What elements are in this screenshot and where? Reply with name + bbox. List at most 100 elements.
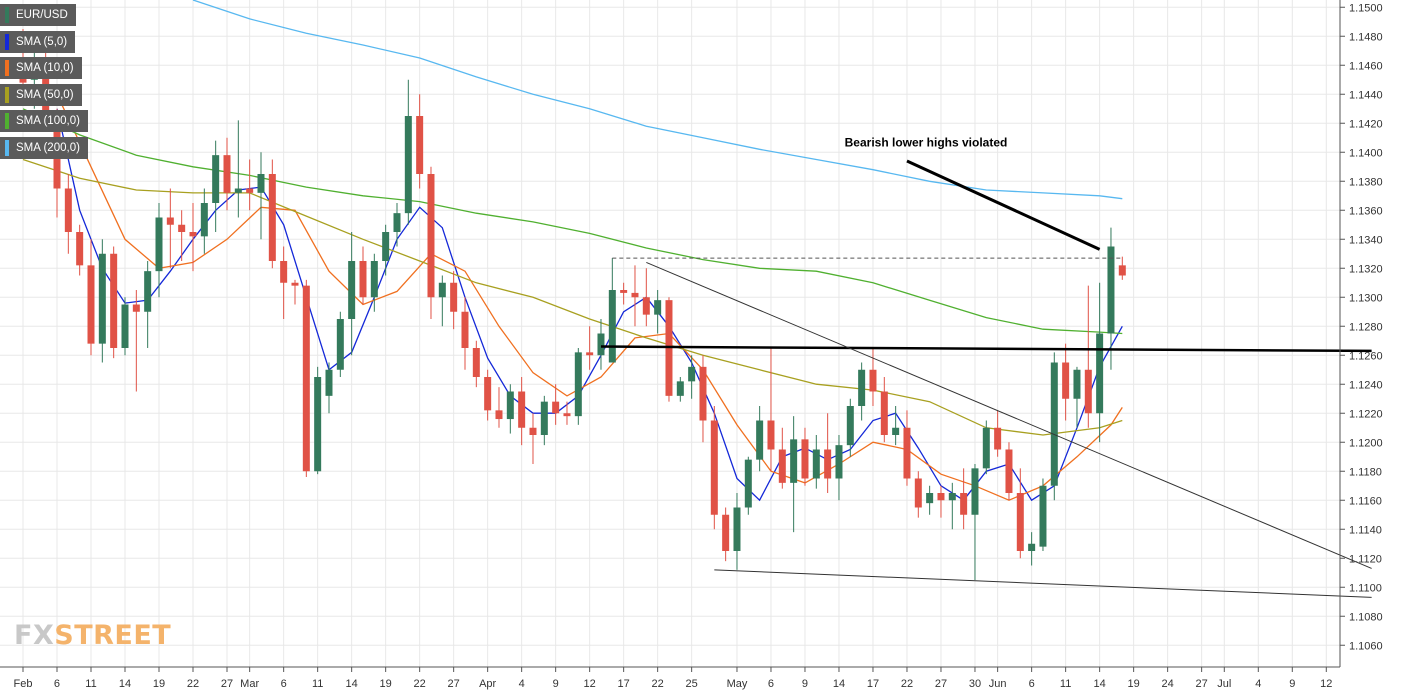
x-tick-label: 11 [1060,678,1071,690]
candle-body [676,381,684,396]
legend-label: SMA (5,0) [16,35,68,48]
annotation-arrow [906,159,1101,251]
candle-body [382,232,390,261]
legend-item-sma5[interactable]: SMA (5,0) [0,30,76,53]
x-tick-label: Jun [989,678,1007,690]
candle-body [314,377,322,472]
candle-body [98,253,106,344]
candle-body [1028,543,1036,551]
candle-body [1062,362,1070,399]
candle-body [1107,246,1115,334]
candle-body [132,304,140,312]
legend-item-sma100[interactable]: SMA (100,0) [0,110,88,133]
candle-body [586,352,594,356]
candle-body [994,427,1002,450]
legend-label: SMA (10,0) [16,62,74,75]
x-tick-label: 27 [448,678,460,690]
candle-body [971,468,979,515]
x-tick-label: 14 [346,678,358,690]
grid-lines [0,0,1340,667]
candle-body [858,369,866,406]
y-tick-label: 1.1220 [1349,408,1383,420]
x-tick-label: 14 [119,678,131,690]
x-tick-label: 22 [414,678,426,690]
legend-item-sma50[interactable]: SMA (50,0) [0,83,82,106]
legend-item-sma10[interactable]: SMA (10,0) [0,57,82,80]
y-tick-label: 1.1340 [1349,234,1383,246]
x-tick-label: 24 [1162,678,1174,690]
y-tick-label: 1.1440 [1349,89,1383,101]
fxstreet-logo: FXSTREET [14,620,171,651]
sma-lines [22,0,1123,502]
candle-body [87,265,95,344]
y-tick-label: 1.1120 [1349,553,1382,565]
candle-body [654,300,662,315]
candle-body [393,213,401,232]
legend-item-eurusd[interactable]: EUR/USD [0,4,76,26]
x-tick-label: 22 [652,678,664,690]
logo-fx: FX [14,620,55,651]
candle-body [416,116,424,174]
x-tick-label: 17 [618,678,630,690]
legend-label: SMA (200,0) [16,141,80,154]
lower-trendline [714,569,1372,598]
candle-body [223,155,231,193]
y-tick-label: 1.1140 [1349,524,1382,536]
sma-line [22,108,1123,335]
candle-body [336,319,344,370]
candle-body [370,261,378,298]
y-tick-label: 1.1480 [1349,31,1383,43]
candle-body [1016,493,1024,551]
candle-body [756,420,764,460]
candle-body [495,410,503,420]
candle-body [427,174,435,298]
y-tick-label: 1.1280 [1349,321,1383,333]
x-tick-label: 9 [802,678,808,690]
sma-line [192,0,1123,200]
legend: EUR/USD SMA (5,0) SMA (10,0) SMA (50,0) … [0,4,88,164]
candle-body [869,369,877,392]
legend-item-sma200[interactable]: SMA (200,0) [0,136,88,159]
candle-body [914,478,922,508]
candle-body [1096,333,1104,414]
candle-body [790,439,798,483]
y-tick-label: 1.1260 [1349,350,1383,362]
candle-body [325,369,333,396]
candle-body [620,290,628,293]
y-tick-label: 1.1200 [1349,437,1383,449]
candle-body [767,420,775,450]
candle-body [178,224,186,232]
candle-body [552,401,560,414]
legend-swatch [5,33,9,50]
candle-body [246,188,254,193]
x-tick-label: 17 [867,678,879,690]
x-tick-label: 6 [54,678,60,690]
candle-body [348,261,356,319]
y-tick-label: 1.1380 [1349,176,1383,188]
candle-body [926,493,934,504]
legend-label: SMA (50,0) [16,88,74,101]
candle-body [880,391,888,435]
candle-body [892,427,900,435]
candle-body [540,401,548,435]
x-tick-label: 6 [281,678,287,690]
x-tick-label: 4 [519,678,525,690]
x-tick-label: 19 [153,678,165,690]
candle-body [1084,369,1092,414]
legend-swatch [5,113,9,130]
x-tick-label: 9 [1289,678,1295,690]
x-tick-label: 19 [380,678,392,690]
legend-label: SMA (100,0) [16,115,80,128]
candle-body [710,420,718,515]
candle-body [110,253,118,348]
candle-body [76,232,84,266]
annotations: Bearish lower highs violated [600,135,1372,598]
y-tick-label: 1.1240 [1349,379,1383,391]
candle-body [574,352,582,417]
x-tick-label: 11 [312,678,323,690]
y-tick-label: 1.1360 [1349,205,1383,217]
x-tick-label: 27 [1196,678,1208,690]
candle-body [359,261,367,298]
x-tick-label: 6 [768,678,774,690]
